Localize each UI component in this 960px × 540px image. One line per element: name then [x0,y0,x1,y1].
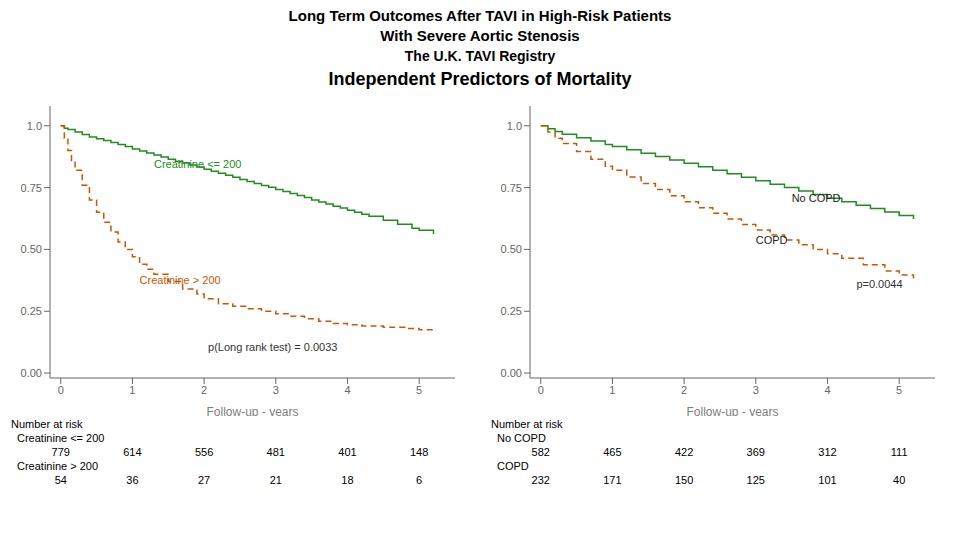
svg-text:0.00: 0.00 [501,367,522,379]
svg-text:1.0: 1.0 [27,120,42,132]
svg-text:Creatinine <= 200: Creatinine <= 200 [154,158,241,170]
svg-text:2: 2 [201,384,207,396]
svg-text:232: 232 [532,474,550,486]
svg-text:1.0: 1.0 [507,120,522,132]
html-text:The U.K. TAVI Registry: The U.K. TAVI Registry [404,48,556,64]
svg-text:27: 27 [198,474,210,486]
svg-text:582: 582 [532,446,550,458]
svg-text:481: 481 [267,446,285,458]
svg-text:1: 1 [609,384,615,396]
svg-text:COPD: COPD [497,460,529,472]
svg-text:No COPD: No COPD [792,192,841,204]
svg-text:422: 422 [675,446,693,458]
html-text:With Severe Aortic Stenosis: With Severe Aortic Stenosis [380,27,580,44]
svg-text:54: 54 [55,474,67,486]
svg-text:36: 36 [126,474,138,486]
svg-text:Number at risk: Number at risk [11,418,83,430]
svg-text:Creatinine > 200: Creatinine > 200 [17,460,98,472]
svg-text:3: 3 [273,384,279,396]
svg-text:5: 5 [416,384,422,396]
svg-text:4: 4 [824,384,830,396]
html-text:Long Term Outcomes After TAVI: Long Term Outcomes After TAVI in High-Ri… [288,7,672,24]
svg-text:125: 125 [747,474,765,486]
svg-text:0.75: 0.75 [501,182,522,194]
svg-text:465: 465 [603,446,621,458]
svg-text:312: 312 [818,446,836,458]
svg-text:401: 401 [338,446,356,458]
svg-text:0.50: 0.50 [501,243,522,255]
svg-text:3: 3 [753,384,759,396]
svg-text:Follow-up - years: Follow-up - years [686,405,778,416]
svg-text:18: 18 [341,474,353,486]
svg-text:21: 21 [270,474,282,486]
svg-text:Number at risk: Number at risk [491,418,563,430]
svg-text:1: 1 [129,384,135,396]
svg-text:150: 150 [675,474,693,486]
svg-text:No COPD: No COPD [497,432,546,444]
svg-text:40: 40 [893,474,905,486]
svg-text:0.50: 0.50 [21,243,42,255]
svg-text:111: 111 [891,446,908,458]
svg-text:171: 171 [603,474,621,486]
svg-text:101: 101 [818,474,836,486]
svg-text:Creatinine > 200: Creatinine > 200 [140,274,221,286]
svg-text:Creatinine <= 200: Creatinine <= 200 [17,432,104,444]
svg-text:5: 5 [896,384,902,396]
svg-text:COPD: COPD [756,234,788,246]
svg-text:614: 614 [123,446,141,458]
svg-text:148: 148 [410,446,428,458]
svg-text:Follow-up - years: Follow-up - years [206,405,298,416]
svg-text:p(Long rank test) = 0.0033: p(Long rank test) = 0.0033 [208,341,337,353]
svg-text:0.75: 0.75 [21,182,42,194]
svg-text:2: 2 [681,384,687,396]
svg-text:0.25: 0.25 [501,305,522,317]
svg-text:6: 6 [416,474,422,486]
svg-text:0.25: 0.25 [21,305,42,317]
svg-text:779: 779 [52,446,70,458]
svg-text:0: 0 [538,384,544,396]
svg-text:556: 556 [195,446,213,458]
html-text:Independent Predictors of Mort: Independent Predictors of Mortality [328,69,632,89]
svg-text:4: 4 [344,384,350,396]
svg-text:p=0.0044: p=0.0044 [856,278,902,290]
svg-text:369: 369 [747,446,765,458]
svg-text:0: 0 [58,384,64,396]
svg-text:0.00: 0.00 [21,367,42,379]
